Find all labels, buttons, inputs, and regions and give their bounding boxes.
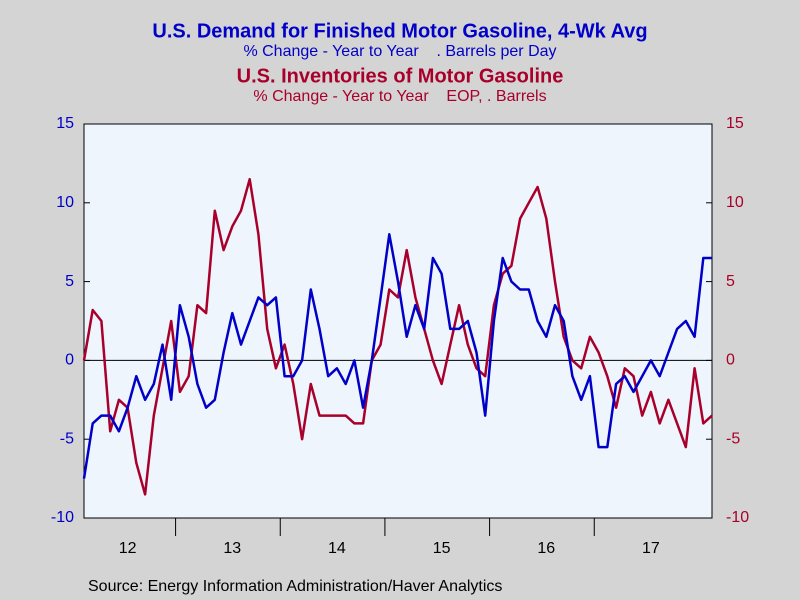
y2-tick-label: -10	[726, 509, 749, 526]
y-tick-label: 0	[65, 352, 74, 369]
source-note: Source: Energy Information Administratio…	[88, 578, 502, 595]
chart-subtitle: % Change - Year to Year EOP, . Barrels	[253, 88, 546, 105]
y-tick-label: 15	[56, 115, 74, 132]
series-line	[82, 233, 712, 479]
y2-tick-label: 5	[726, 273, 735, 290]
y2-tick-label: 10	[726, 194, 744, 211]
x-tick-label: 16	[537, 540, 555, 557]
y2-tick-label: -5	[726, 430, 740, 447]
plot-area	[83, 123, 713, 519]
y-tick-label: -10	[51, 509, 74, 526]
chart-subtitle: % Change - Year to Year . Barrels per Da…	[243, 43, 556, 60]
x-tick-label: 15	[433, 540, 451, 557]
x-tick-label: 14	[328, 540, 346, 557]
x-tick-label: 12	[119, 540, 137, 557]
y2-tick-label: 15	[726, 115, 744, 132]
chart-title: U.S. Inventories of Motor Gasoline	[237, 65, 564, 87]
series-line	[82, 177, 713, 496]
y2-tick-label: 0	[726, 352, 735, 369]
y-tick-label: 10	[56, 194, 74, 211]
x-tick-label: 17	[642, 540, 660, 557]
chart-title: U.S. Demand for Finished Motor Gasoline,…	[152, 20, 647, 42]
y-tick-label: -5	[60, 430, 74, 447]
y-tick-label: 5	[65, 273, 74, 290]
x-tick-label: 13	[223, 540, 241, 557]
